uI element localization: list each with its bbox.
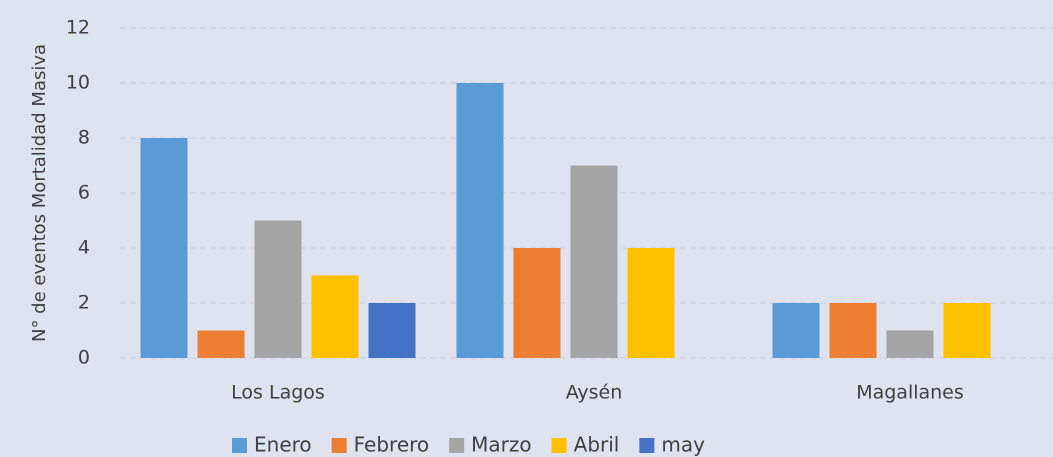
bar	[943, 303, 991, 358]
bar	[772, 303, 820, 358]
y-tick-label: 2	[78, 292, 90, 314]
y-axis-label: N° de eventos Mortalidad Masiva	[29, 44, 50, 342]
bar	[627, 248, 675, 358]
y-tick-label: 10	[66, 72, 90, 94]
bar	[570, 165, 618, 358]
legend-swatch	[449, 438, 465, 453]
legend-label: Marzo	[471, 433, 531, 457]
bar	[886, 330, 934, 358]
y-tick-label: 4	[78, 237, 90, 259]
legend-label: Abril	[574, 433, 620, 457]
x-tick-label: Magallanes	[856, 382, 964, 404]
x-tick-label: Aysén	[566, 382, 623, 404]
bar	[829, 303, 877, 358]
bar	[197, 330, 245, 358]
legend-swatch	[331, 438, 347, 453]
legend-label: Febrero	[354, 433, 430, 457]
y-tick-label: 6	[78, 182, 90, 204]
legend-label: Enero	[254, 433, 312, 457]
y-tick-label: 0	[78, 347, 90, 369]
bar	[368, 303, 416, 358]
bar	[513, 248, 561, 358]
y-tick-label: 8	[78, 127, 90, 149]
legend-swatch	[551, 438, 567, 453]
bar	[140, 138, 188, 358]
y-tick-label: 12	[66, 17, 90, 39]
legend-swatch	[232, 438, 247, 453]
bar	[311, 275, 359, 358]
legend-label: may	[661, 433, 705, 457]
legend-swatch	[639, 438, 655, 453]
bar	[254, 220, 302, 358]
bar	[456, 83, 504, 358]
x-tick-label: Los Lagos	[231, 382, 325, 404]
